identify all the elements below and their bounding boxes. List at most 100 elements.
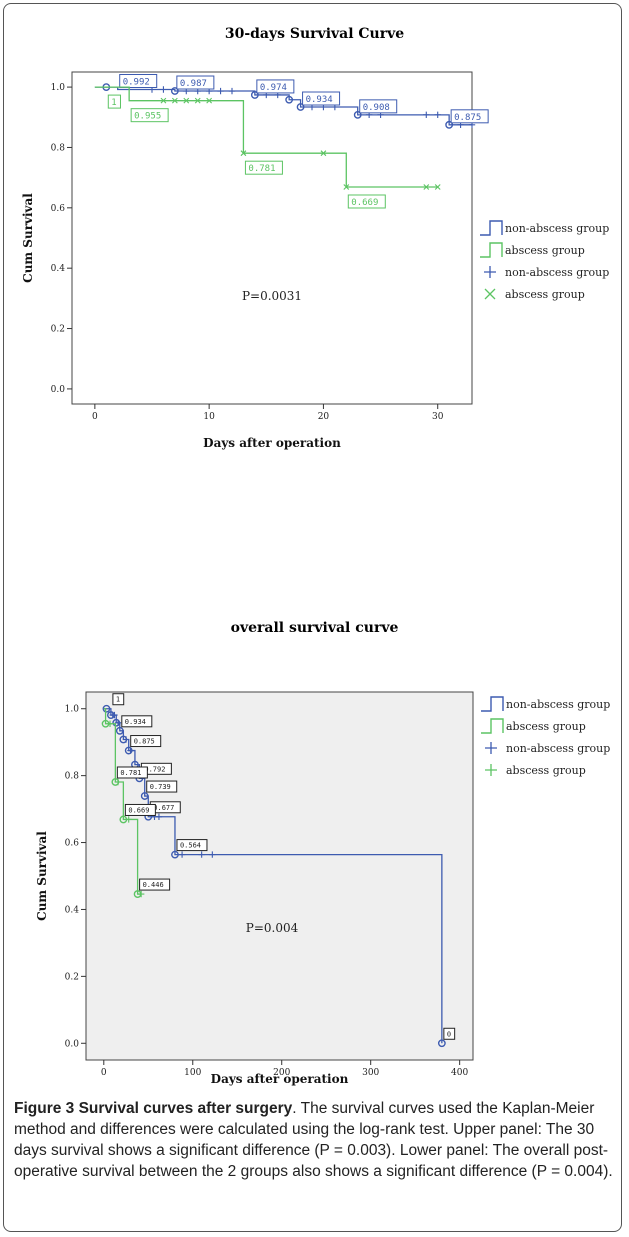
event-marker-non-abscess-group bbox=[445, 120, 454, 129]
survival-label: 0.908 bbox=[363, 103, 390, 113]
censor-mark-non-abscess-group bbox=[122, 736, 130, 743]
y-tick-label: 0.8 bbox=[65, 772, 80, 782]
censor-mark-non-abscess-group bbox=[114, 719, 122, 726]
legend-plus-icon bbox=[485, 764, 497, 776]
event-marker-non-abscess-group bbox=[296, 103, 305, 111]
censor-mark-non-abscess-group bbox=[228, 87, 236, 95]
survival-label: 1 bbox=[111, 98, 116, 108]
y-tick-label: 0.4 bbox=[51, 264, 66, 274]
survival-label-box bbox=[119, 74, 158, 89]
survival-label-box bbox=[130, 735, 162, 748]
legend-step-icon bbox=[481, 718, 504, 734]
survival-label: 0.987 bbox=[180, 79, 207, 89]
survival-label-box bbox=[121, 715, 153, 728]
survival-chart-overall: 0.0 0.2 0.4 0.6 0.8 1.0 0 100 200 300 400 Days afte… bbox=[35, 691, 610, 1086]
event-marker-non-abscess-group bbox=[102, 704, 111, 713]
survival-line-non-abscess-group bbox=[94, 86, 472, 126]
censor-mark-abscess-group bbox=[160, 97, 167, 104]
legend-cross-icon bbox=[484, 288, 496, 300]
survival-label: 1 bbox=[116, 696, 120, 704]
y-tick-label: 0.6 bbox=[65, 839, 80, 849]
legend-step-icon bbox=[481, 696, 504, 712]
x-tick-label: 200 bbox=[273, 1068, 290, 1078]
caption-text: . The survival curves used the Kaplan-Me… bbox=[14, 1100, 613, 1180]
censor-mark-non-abscess-group bbox=[111, 711, 118, 719]
survival-label-box bbox=[139, 878, 171, 891]
y-tick-label: 1.0 bbox=[51, 83, 66, 93]
survival-label: 0.934 bbox=[306, 95, 333, 105]
y-tick-label: 0.2 bbox=[65, 972, 79, 982]
y-axis-label: Cum Survival bbox=[21, 193, 35, 283]
y-tick-label: 1.0 bbox=[65, 705, 80, 715]
x-axis-label: Days after operation bbox=[211, 1072, 349, 1086]
survival-line-abscess-group bbox=[94, 86, 438, 188]
censor-mark-abscess-group bbox=[194, 97, 201, 104]
event-marker-non-abscess-group bbox=[353, 110, 362, 119]
censor-mark-abscess-group bbox=[183, 97, 190, 104]
censor-mark-non-abscess-group bbox=[178, 851, 186, 858]
event-marker-non-abscess-group bbox=[285, 95, 294, 104]
legend-plus-icon bbox=[485, 742, 497, 754]
censor-mark-non-abscess-group bbox=[209, 851, 216, 858]
p-value-annotation: P=0.0031 bbox=[242, 289, 302, 303]
survival-label: 0 bbox=[447, 1030, 451, 1038]
y-tick-label: 0.4 bbox=[65, 905, 80, 915]
y-axis-label: Cum Survival bbox=[35, 831, 49, 921]
survival-label: 0.669 bbox=[128, 806, 149, 814]
censor-mark-non-abscess-group bbox=[160, 86, 167, 93]
survival-label-box bbox=[450, 109, 489, 124]
censor-mark-non-abscess-group bbox=[434, 111, 441, 119]
survival-label-box bbox=[116, 766, 148, 779]
censor-mark-non-abscess-group bbox=[217, 87, 224, 95]
survival-label-box bbox=[256, 79, 295, 94]
survival-label: 0.875 bbox=[134, 738, 155, 746]
x-tick-label: 30 bbox=[432, 412, 444, 422]
chart-title-overall: overall survival curve bbox=[230, 620, 399, 636]
legend-plus-icon bbox=[484, 266, 496, 278]
survival-label-box bbox=[347, 194, 386, 209]
y-tick-label: 0.6 bbox=[51, 204, 66, 214]
event-marker-non-abscess-group bbox=[171, 850, 179, 859]
event-marker-non-abscess-group bbox=[115, 726, 124, 735]
survival-label-box bbox=[359, 99, 398, 114]
legend-step-icon bbox=[480, 242, 503, 258]
survival-label-box bbox=[146, 780, 178, 793]
survival-label: 0.677 bbox=[153, 804, 174, 812]
censor-mark-abscess-group bbox=[137, 890, 145, 898]
censor-mark-abscess-group bbox=[106, 720, 114, 727]
survival-label: 0.955 bbox=[134, 112, 161, 122]
censor-mark-abscess-group bbox=[114, 778, 122, 786]
legend-label: non-abscess group bbox=[506, 698, 610, 711]
chart-title-30-days: 30-days Survival Curve bbox=[224, 26, 405, 42]
x-tick-label: 20 bbox=[318, 412, 330, 422]
survival-label: 0.792 bbox=[144, 765, 165, 773]
survival-label: 0.781 bbox=[120, 769, 141, 777]
legend-label: abscess group bbox=[506, 764, 586, 777]
survival-label: 0.669 bbox=[351, 198, 378, 208]
y-tick-label: 0.0 bbox=[65, 1039, 80, 1049]
y-tick-label: 0.8 bbox=[51, 143, 66, 153]
y-tick-label: 0.2 bbox=[51, 325, 65, 335]
survival-label-box bbox=[130, 108, 169, 123]
survival-label-box bbox=[112, 693, 125, 706]
legend-label: non-abscess group bbox=[505, 266, 609, 279]
plot-area bbox=[71, 71, 473, 405]
censor-mark-non-abscess-group bbox=[155, 813, 163, 820]
p-value-annotation: P=0.004 bbox=[246, 921, 299, 935]
event-marker-non-abscess-group bbox=[170, 87, 179, 95]
plot-area bbox=[85, 691, 474, 1061]
x-tick-label: 0 bbox=[92, 412, 98, 422]
x-tick-label: 10 bbox=[203, 412, 215, 422]
x-tick-label: 100 bbox=[184, 1068, 201, 1078]
censor-mark-abscess-group bbox=[125, 816, 132, 823]
survival-label: 0.992 bbox=[123, 78, 150, 88]
censor-mark-non-abscess-group bbox=[198, 851, 205, 858]
figure-caption: Figure 3 Survival curves after surgery. … bbox=[14, 1098, 615, 1182]
caption-heading: Figure 3 Survival curves after surgery bbox=[14, 1100, 293, 1117]
x-axis-label: Days after operation bbox=[203, 436, 341, 450]
event-marker-non-abscess-group bbox=[437, 1039, 446, 1048]
censor-mark-abscess-group bbox=[320, 150, 327, 157]
legend-step-icon bbox=[480, 220, 503, 236]
y-tick-label: 0.0 bbox=[51, 385, 66, 395]
survival-label-box bbox=[443, 1027, 456, 1040]
